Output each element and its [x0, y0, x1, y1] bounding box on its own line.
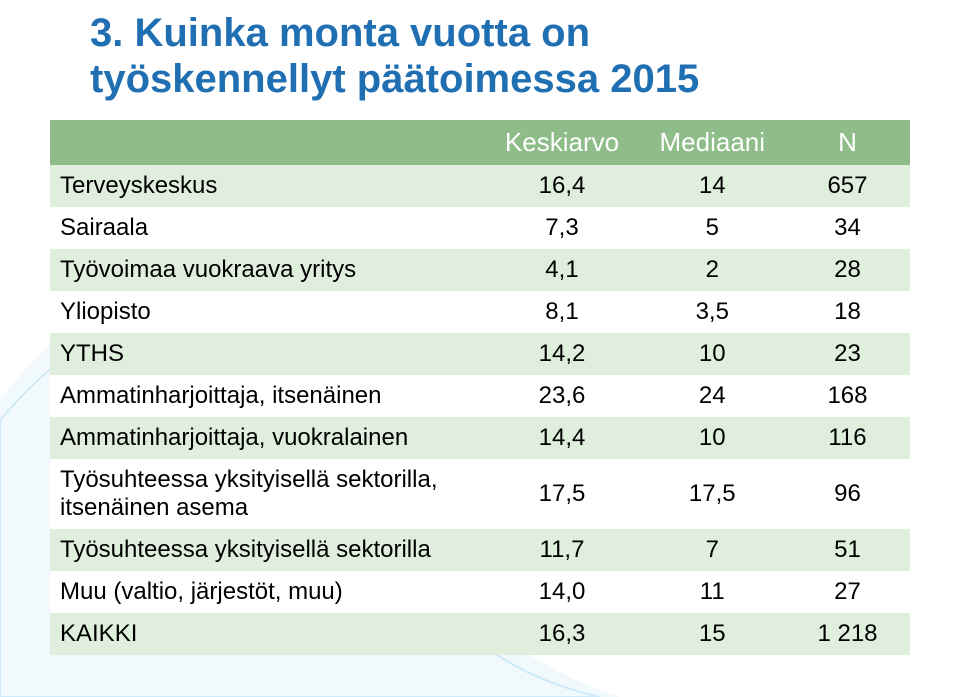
row-keskiarvo: 16,4 — [484, 165, 639, 207]
row-mediaani: 5 — [640, 207, 785, 249]
table-row: Yliopisto8,13,518 — [50, 291, 910, 333]
table-row: KAIKKI16,3151 218 — [50, 613, 910, 655]
row-keskiarvo: 4,1 — [484, 249, 639, 291]
row-label: Muu (valtio, järjestöt, muu) — [50, 571, 484, 613]
row-n: 96 — [785, 459, 910, 529]
row-mediaani: 11 — [640, 571, 785, 613]
row-keskiarvo: 14,0 — [484, 571, 639, 613]
table-row: Muu (valtio, järjestöt, muu)14,01127 — [50, 571, 910, 613]
title-line-1: 3. Kuinka monta vuotta on — [90, 11, 590, 55]
row-keskiarvo: 14,4 — [484, 417, 639, 459]
table-row: Ammatinharjoittaja, itsenäinen23,624168 — [50, 375, 910, 417]
row-label: YTHS — [50, 333, 484, 375]
row-mediaani: 14 — [640, 165, 785, 207]
row-keskiarvo: 11,7 — [484, 529, 639, 571]
row-mediaani: 10 — [640, 333, 785, 375]
row-label: KAIKKI — [50, 613, 484, 655]
table-row: Työsuhteessa yksityisellä sektorilla11,7… — [50, 529, 910, 571]
table-row: Työvoimaa vuokraava yritys4,1228 — [50, 249, 910, 291]
row-mediaani: 15 — [640, 613, 785, 655]
table-row: Terveyskeskus16,414657 — [50, 165, 910, 207]
slide-title: 3. Kuinka monta vuotta on työskennellyt … — [90, 10, 910, 102]
table-row: Ammatinharjoittaja, vuokralainen14,41011… — [50, 417, 910, 459]
row-mediaani: 24 — [640, 375, 785, 417]
col-header-keskiarvo: Keskiarvo — [484, 120, 639, 165]
row-n: 27 — [785, 571, 910, 613]
row-n: 34 — [785, 207, 910, 249]
row-label: Terveyskeskus — [50, 165, 484, 207]
row-n: 657 — [785, 165, 910, 207]
row-n: 168 — [785, 375, 910, 417]
row-label: Työsuhteessa yksityisellä sektorilla, it… — [50, 459, 484, 529]
row-label: Työvoimaa vuokraava yritys — [50, 249, 484, 291]
title-line-2: työskennellyt päätoimessa 2015 — [90, 57, 699, 101]
row-n: 51 — [785, 529, 910, 571]
table-header-row: Keskiarvo Mediaani N — [50, 120, 910, 165]
row-label: Yliopisto — [50, 291, 484, 333]
row-keskiarvo: 23,6 — [484, 375, 639, 417]
row-label: Ammatinharjoittaja, itsenäinen — [50, 375, 484, 417]
row-n: 18 — [785, 291, 910, 333]
row-mediaani: 7 — [640, 529, 785, 571]
table-row: Sairaala7,3534 — [50, 207, 910, 249]
row-n: 1 218 — [785, 613, 910, 655]
row-keskiarvo: 16,3 — [484, 613, 639, 655]
data-table: Keskiarvo Mediaani N Terveyskeskus16,414… — [50, 120, 910, 655]
row-mediaani: 3,5 — [640, 291, 785, 333]
table-row: Työsuhteessa yksityisellä sektorilla, it… — [50, 459, 910, 529]
row-label: Ammatinharjoittaja, vuokralainen — [50, 417, 484, 459]
row-keskiarvo: 17,5 — [484, 459, 639, 529]
row-label: Sairaala — [50, 207, 484, 249]
row-keskiarvo: 7,3 — [484, 207, 639, 249]
table-row: YTHS14,21023 — [50, 333, 910, 375]
row-keskiarvo: 14,2 — [484, 333, 639, 375]
row-n: 23 — [785, 333, 910, 375]
row-mediaani: 17,5 — [640, 459, 785, 529]
row-mediaani: 2 — [640, 249, 785, 291]
col-header-empty — [50, 120, 484, 165]
row-n: 28 — [785, 249, 910, 291]
col-header-mediaani: Mediaani — [640, 120, 785, 165]
col-header-n: N — [785, 120, 910, 165]
row-n: 116 — [785, 417, 910, 459]
row-label: Työsuhteessa yksityisellä sektorilla — [50, 529, 484, 571]
row-keskiarvo: 8,1 — [484, 291, 639, 333]
row-mediaani: 10 — [640, 417, 785, 459]
